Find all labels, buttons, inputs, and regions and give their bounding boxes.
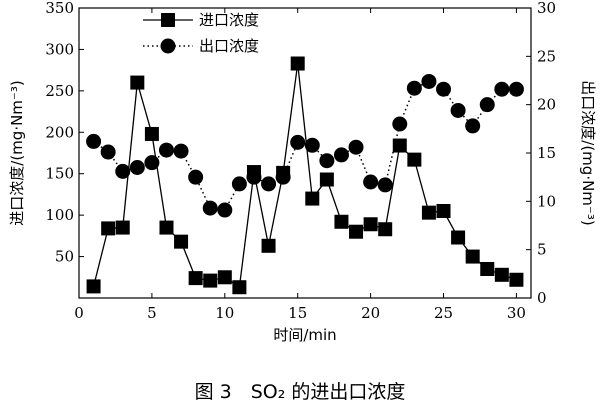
- data-point-outlet: [479, 97, 495, 113]
- data-point-outlet: [392, 116, 408, 132]
- data-point-outlet: [319, 153, 335, 169]
- axes: 0 5 10 15 20 25 30 50 100 150 200 250 300 350 0 5 10 15 20…: [8, 0, 597, 344]
- data-point-outlet: [406, 80, 422, 96]
- data-point-inlet: [188, 271, 203, 286]
- data-point-outlet: [363, 174, 379, 190]
- y-right-tick-label: 15: [537, 144, 556, 162]
- data-point-outlet: [348, 139, 364, 155]
- data-point-inlet: [363, 217, 378, 232]
- data-point-outlet: [202, 200, 218, 216]
- y-right-tick-label: 10: [537, 192, 556, 210]
- data-point-inlet: [392, 138, 407, 153]
- data-point-outlet: [86, 133, 102, 149]
- y-left-tick-label: 350: [45, 0, 74, 17]
- data-point-inlet: [130, 75, 145, 90]
- data-point-outlet: [129, 160, 145, 175]
- x-tick-label: 15: [288, 304, 307, 322]
- data-point-inlet: [509, 272, 524, 287]
- data-point-outlet: [333, 147, 349, 163]
- y-right-axis-title: 出口浓度/(mg·Nm⁻³): [579, 80, 597, 225]
- data-point-inlet: [378, 222, 393, 237]
- y-right-tick-label: 25: [537, 47, 556, 65]
- data-point-inlet: [101, 221, 116, 236]
- y-left-tick-label: 50: [55, 248, 74, 266]
- data-point-inlet: [349, 224, 364, 239]
- y-left-tick-label: 200: [45, 123, 74, 141]
- data-point-inlet: [174, 234, 189, 249]
- y-left-tick-label: 300: [45, 40, 74, 58]
- data-point-inlet: [86, 279, 101, 294]
- data-point-inlet: [232, 280, 247, 295]
- x-tick-label: 20: [361, 304, 380, 322]
- y-left-tick-label: 150: [45, 165, 74, 183]
- data-point-inlet: [334, 214, 349, 229]
- data-point-inlet: [319, 172, 334, 187]
- x-axis-title: 时间/min: [273, 326, 336, 344]
- data-point-outlet: [494, 81, 510, 97]
- data-point-inlet: [144, 126, 159, 141]
- data-point-inlet: [451, 230, 466, 245]
- y-right-tick-label: 20: [537, 96, 556, 114]
- data-point-inlet: [261, 238, 276, 253]
- data-point-outlet: [436, 81, 452, 97]
- series-line-inlet: [92, 63, 517, 289]
- data-point-outlet: [275, 169, 291, 185]
- y-right-tick-label: 30: [537, 0, 556, 17]
- y-left-axis-title: 进口浓度/(mg·Nm⁻³): [8, 80, 26, 225]
- x-tick-label: 0: [74, 304, 84, 322]
- series-inlet: [86, 56, 524, 295]
- data-point-inlet: [217, 270, 232, 285]
- legend-marker: [161, 13, 175, 27]
- data-point-inlet: [290, 56, 305, 71]
- data-point-outlet: [508, 81, 524, 97]
- data-point-outlet: [450, 102, 466, 118]
- legend-item: 进口浓度: [143, 11, 259, 29]
- data-point-outlet: [188, 169, 204, 185]
- data-point-outlet: [144, 155, 160, 171]
- data-point-outlet: [261, 176, 277, 192]
- data-point-inlet: [421, 205, 436, 220]
- series-layer: [86, 56, 524, 295]
- y-right-tick-label: 0: [537, 289, 547, 307]
- data-point-inlet: [305, 191, 320, 206]
- legend-label: 进口浓度: [199, 11, 259, 29]
- data-point-inlet: [159, 220, 174, 235]
- y-left-tick-label: 250: [45, 82, 74, 100]
- x-tick-label: 30: [507, 304, 526, 322]
- data-point-inlet: [407, 152, 422, 167]
- plot-frame: [78, 7, 532, 299]
- data-point-outlet: [304, 137, 320, 153]
- data-point-inlet: [494, 267, 509, 282]
- data-point-outlet: [100, 144, 116, 160]
- data-point-outlet: [115, 163, 131, 179]
- data-point-inlet: [436, 204, 451, 218]
- data-point-inlet: [203, 273, 218, 288]
- data-point-outlet: [158, 142, 174, 158]
- y-left-tick-label: 100: [45, 206, 74, 224]
- data-point-outlet: [421, 73, 437, 89]
- legend-item: 出口浓度: [143, 37, 259, 55]
- data-point-outlet: [465, 118, 481, 134]
- legend-marker: [160, 38, 176, 54]
- data-point-outlet: [231, 176, 247, 192]
- data-point-outlet: [173, 143, 189, 159]
- x-tick-label: 5: [147, 304, 157, 322]
- data-point-outlet: [290, 134, 306, 150]
- data-point-inlet: [465, 249, 480, 264]
- legend-label: 出口浓度: [199, 37, 259, 55]
- y-right-tick-label: 5: [537, 241, 547, 259]
- data-point-inlet: [115, 220, 130, 235]
- data-point-outlet: [246, 169, 262, 185]
- figure-caption: 图 3 SO₂ 的进出口浓度: [195, 381, 406, 403]
- x-tick-label: 10: [215, 304, 234, 322]
- x-tick-label: 25: [434, 304, 453, 322]
- data-point-outlet: [217, 202, 233, 218]
- series-outlet: [86, 73, 524, 218]
- data-point-outlet: [377, 177, 393, 193]
- data-point-inlet: [480, 262, 495, 276]
